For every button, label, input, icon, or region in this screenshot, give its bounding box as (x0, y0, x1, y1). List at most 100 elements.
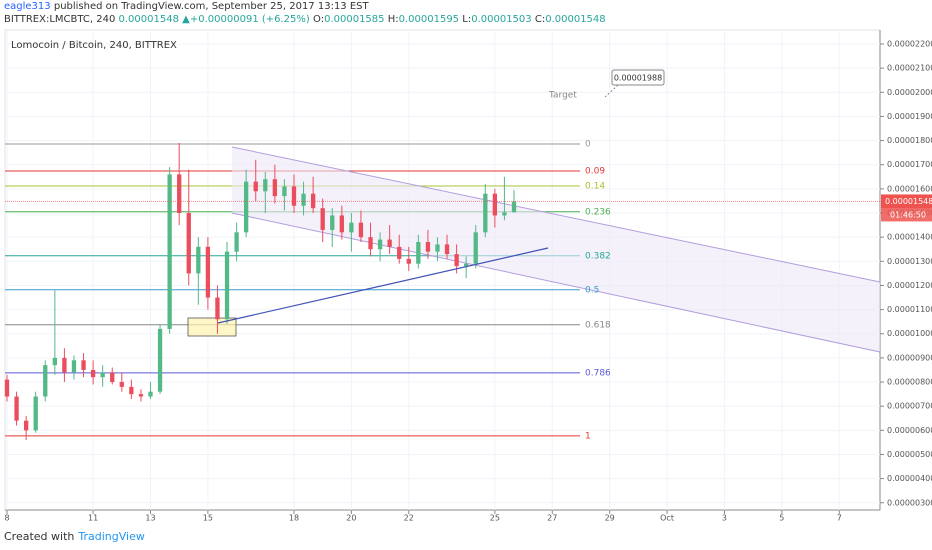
candle-body (62, 357, 67, 373)
x-tick-label: Oct (660, 514, 674, 523)
channel-fill (232, 147, 880, 352)
brand[interactable]: TradingView (78, 530, 145, 543)
candle-body (253, 181, 258, 192)
x-tick-label: 15 (203, 514, 213, 523)
candle-body (454, 254, 459, 267)
x-tick-label: 27 (547, 514, 557, 523)
fib-label: 0.786 (585, 368, 611, 378)
last: 0.00001548 (118, 14, 179, 25)
y-tick-label: 0.00000600 (887, 426, 932, 435)
fib-label: 0.236 (585, 207, 611, 217)
callout-box (611, 69, 665, 86)
candle-body (349, 222, 354, 233)
callout-leader (604, 84, 619, 98)
x-tick-label: 7 (837, 514, 842, 523)
change: +0.00000091 (+6.25%) (189, 14, 310, 25)
countdown-box (881, 208, 932, 222)
y-tick-label: 0.00001400 (887, 233, 932, 242)
candle-body (196, 246, 201, 274)
chart-title: Lomocoin / Bitcoin, 240, BITTREX (11, 40, 177, 51)
fib-label: 0.14 (585, 181, 605, 191)
x-tick-label: 18 (289, 514, 299, 523)
candle-body (215, 297, 220, 320)
candle-body (148, 391, 153, 397)
highlight-box (187, 317, 237, 337)
candle-body (167, 174, 172, 329)
candle-body (110, 372, 115, 383)
symbol: BITTREX:LMCBTC, 240 (4, 14, 116, 25)
candle-body (368, 237, 373, 250)
callout-label: 0.00001988 (614, 74, 662, 83)
candle-body (52, 357, 57, 366)
y-tick-label: 0.00000300 (887, 498, 932, 507)
candle-body (24, 420, 29, 431)
candle-body (43, 365, 48, 397)
candle-body (425, 241, 431, 252)
created-with: Created with (4, 530, 75, 543)
candle-body (502, 212, 507, 216)
candle-body (282, 186, 287, 197)
candle-body (301, 193, 306, 206)
ohlc-key: O: (313, 14, 325, 25)
ohlc-key: C: (534, 14, 546, 25)
candle-body (387, 239, 392, 247)
countdown-label: 01:46:50 (890, 210, 926, 219)
candle-body (435, 244, 440, 252)
candle-body (234, 232, 239, 252)
y-tick-label: 0.00001300 (887, 257, 932, 266)
candle-body (291, 186, 297, 206)
y-tick-label: 0.00002000 (887, 88, 932, 97)
y-tick-label: 0.00001000 (887, 329, 932, 338)
chart: Lomocoin / Bitcoin, 240, BITTREX Target … (4, 29, 932, 523)
y-tick-label: 0.00001600 (887, 184, 932, 193)
published: published on TradingView.com, September … (53, 1, 369, 12)
candle-body (119, 382, 124, 387)
candle-body (157, 328, 163, 392)
ohlc-value: 0.00001595 (398, 14, 460, 25)
last-price-box (881, 194, 932, 209)
x-tick-label: 8 (4, 514, 9, 523)
fib-label: 0 (585, 139, 591, 149)
candle-body (416, 241, 421, 264)
candle-body (320, 208, 325, 230)
candle-body (492, 193, 498, 216)
candle-body (464, 263, 469, 267)
y-tick-label: 0.00002200 (887, 40, 932, 49)
arrow: ▲ (182, 14, 190, 25)
x-tick-label: 22 (404, 514, 414, 523)
ohlc-key: L: (462, 14, 472, 25)
fib-label: 1 (585, 431, 591, 441)
candle-body (263, 179, 268, 192)
y-tick-label: 0.00000900 (887, 353, 932, 362)
candle-body (71, 360, 77, 373)
footer: Created with TradingView (4, 530, 145, 543)
candle-body (511, 201, 517, 213)
candle-body (358, 222, 364, 238)
fib-label: 0.09 (585, 167, 605, 177)
candle-body (90, 369, 96, 378)
channel-lower (231, 212, 881, 353)
candle-body (100, 372, 105, 378)
target-label: Target (548, 91, 577, 101)
candle-body (397, 246, 402, 259)
author[interactable]: eagle313 (4, 1, 51, 12)
candle-body (330, 215, 335, 230)
trend-line (217, 247, 549, 324)
y-tick-label: 0.00000700 (887, 402, 932, 411)
y-tick-label: 0.00002100 (887, 64, 932, 73)
y-tick-label: 0.00001100 (887, 305, 932, 314)
y-tick-label: 0.00001700 (887, 160, 932, 169)
x-tick-label: 25 (490, 514, 500, 523)
candle-body (483, 193, 488, 233)
candle-body (4, 379, 10, 397)
candle-body (205, 246, 211, 298)
candle-body (224, 251, 230, 320)
candle-body (129, 386, 134, 395)
ohlc: O:0.00001585 H:0.00001595 L:0.00001503 C… (313, 14, 606, 25)
quote-line: BITTREX:LMCBTC, 240 0.00001548 ▲+0.00000… (4, 13, 606, 26)
x-tick-label: 29 (605, 514, 615, 523)
candle-body (177, 174, 182, 214)
y-tick-label: 0.00001200 (887, 281, 932, 290)
x-tick-label: 5 (779, 514, 784, 523)
